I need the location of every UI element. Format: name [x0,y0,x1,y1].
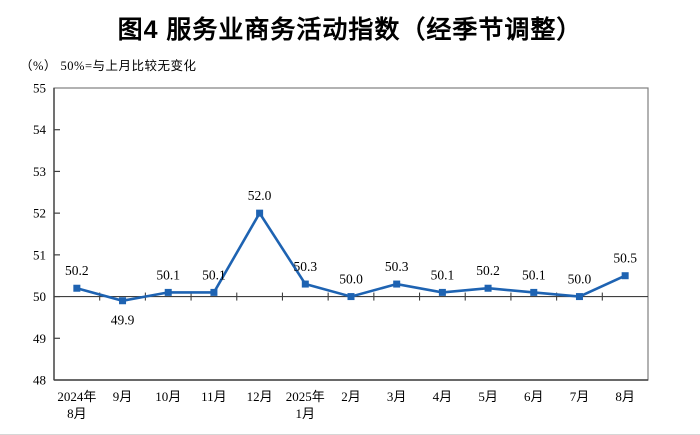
x-axis-tick-label: 2月 [341,389,361,404]
data-point-label: 50.0 [568,272,592,287]
data-point-label: 49.9 [111,313,135,328]
x-axis-tick-label: 8月 [615,389,635,404]
data-point-marker [164,288,172,296]
x-axis-tick-label: 2025年 [286,389,325,404]
data-point-label: 50.1 [522,267,546,282]
data-point-label: 50.1 [156,267,180,282]
data-point-label: 50.3 [385,259,409,274]
data-point-marker [530,288,538,296]
data-point-label: 50.1 [431,267,455,282]
x-axis-tick-label: 10月 [155,389,181,404]
data-point-label: 50.1 [202,267,226,282]
x-axis-tick-label: 2024年 [57,389,96,404]
x-axis-tick-label: 12月 [247,389,273,404]
x-axis-tick-label: 6月 [524,389,544,404]
x-axis-tick-label: 11月 [201,389,227,404]
data-point-marker [347,293,355,301]
data-point-marker [393,280,401,288]
y-axis-tick-label: 53 [33,164,46,179]
x-axis-tick-label: 1月 [296,406,316,421]
y-axis-tick-label: 50 [33,289,46,304]
data-point-marker [301,280,309,288]
x-axis-tick-label: 4月 [433,389,453,404]
data-point-label: 50.2 [476,263,500,278]
data-point-marker [256,209,264,217]
chart-title: 图4 服务业商务活动指数（经季节调整） [117,16,583,44]
y-axis-tick-label: 54 [33,122,47,137]
data-point-marker [119,297,127,305]
x-axis-tick-label: 8月 [67,406,87,421]
y-axis-tick-label: 48 [33,373,46,388]
y-axis-unit-note: （%） 50%=与上月比较无变化 [20,59,197,73]
data-point-marker [210,288,218,296]
data-line [76,210,626,303]
data-point-marker [575,293,583,301]
data-point-label: 52.0 [248,188,272,203]
y-axis-tick-label: 51 [33,247,46,262]
data-point-label: 50.3 [293,259,317,274]
data-point-label: 50.0 [339,272,363,287]
data-point-label: 50.5 [613,251,637,266]
data-point-marker [438,288,446,296]
data-point-label: 50.2 [65,263,89,278]
data-point-marker [73,284,81,292]
x-axis-tick-label: 7月 [570,389,590,404]
x-axis-tick-label: 5月 [478,389,498,404]
data-point-marker [484,284,492,292]
plot-frame [53,87,649,381]
y-axis-tick-label: 52 [33,206,46,221]
y-axis-tick-label: 55 [33,81,46,96]
y-axis-tick-label: 49 [33,331,46,346]
x-axis-tick-label: 3月 [387,389,407,404]
data-point-marker [621,272,629,280]
x-axis-tick-label: 9月 [113,389,133,404]
